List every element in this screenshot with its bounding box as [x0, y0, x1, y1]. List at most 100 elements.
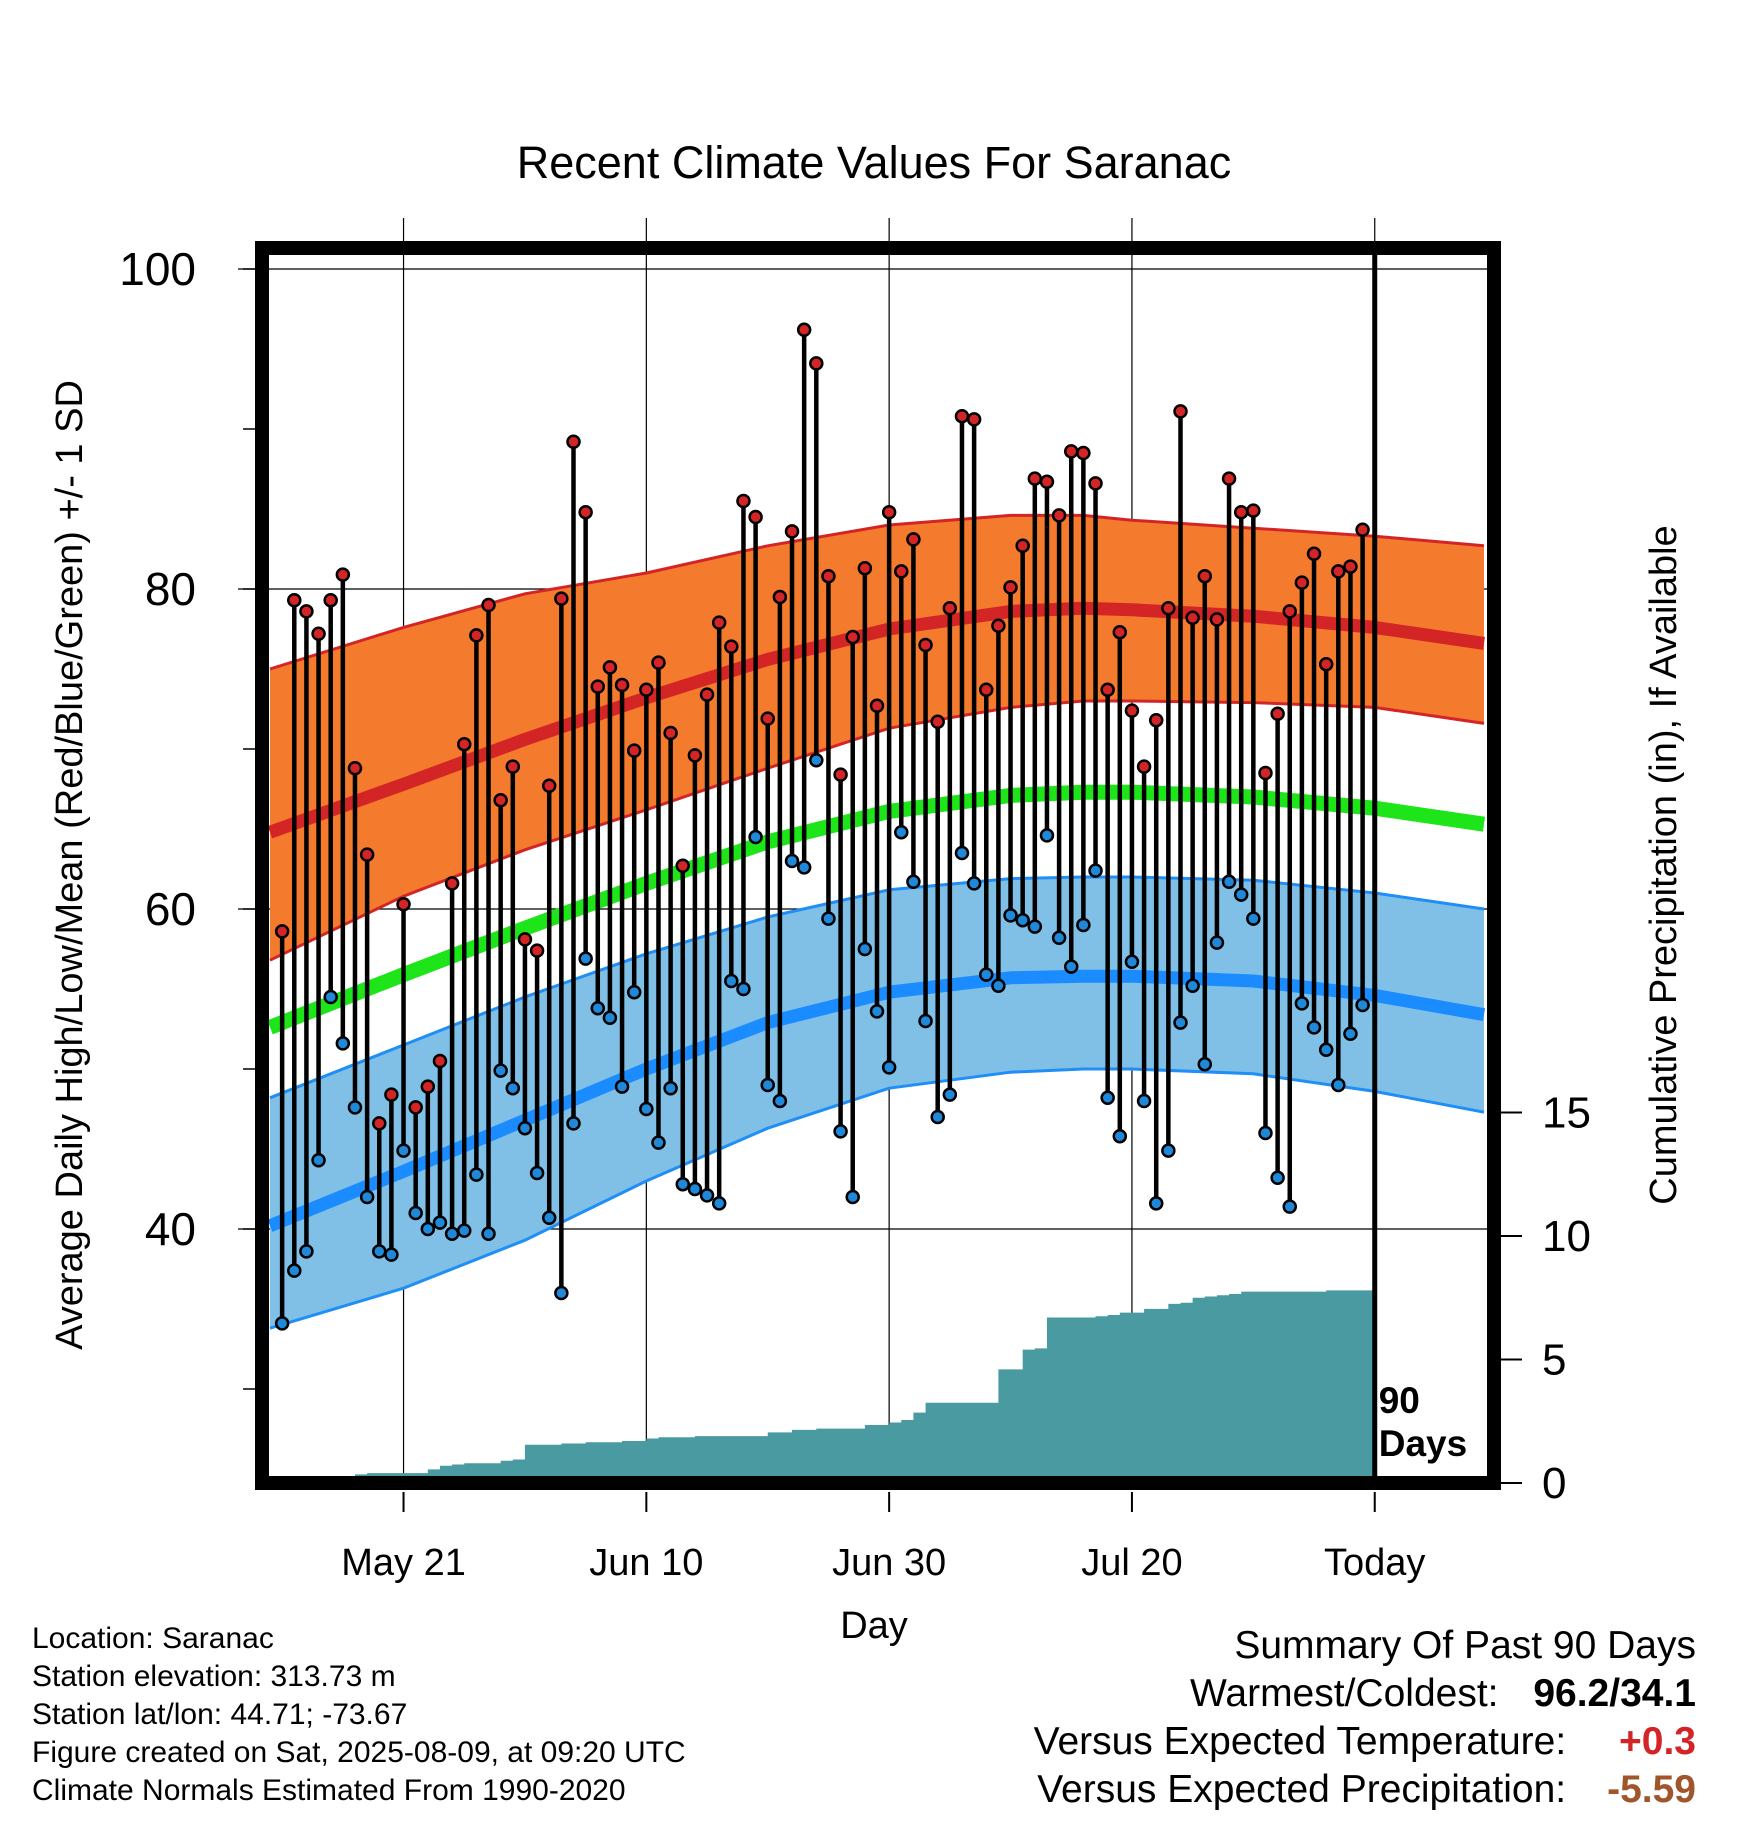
daily-high-point — [966, 412, 982, 427]
daily-high-point — [566, 434, 581, 450]
daily-low-point — [481, 1226, 496, 1242]
daily-high-point — [869, 698, 885, 714]
daily-high-point — [1173, 404, 1188, 419]
daily-low-point — [566, 1116, 581, 1131]
today-marker-label-days: Days — [1379, 1423, 1467, 1464]
daily-high-point — [954, 408, 970, 424]
daily-high-point — [541, 778, 557, 794]
created-text: Figure created on Sat, 2025-08-09, at 09… — [32, 1736, 686, 1769]
daily-high-point — [675, 858, 691, 874]
daily-low-point — [614, 1079, 630, 1094]
daily-low-point — [444, 1226, 460, 1242]
y-axis-tick-label: 100 — [119, 243, 196, 295]
temperature-anomaly-value: +0.3 — [1619, 1720, 1696, 1763]
daily-high-point — [347, 760, 363, 776]
daily-high-point — [1294, 575, 1310, 590]
daily-low-point — [821, 911, 836, 926]
daily-low-point — [1306, 1020, 1322, 1035]
warmest-coldest-row: Warmest/Coldest: 96.2/34.1 — [1034, 1670, 1696, 1718]
chart-title: Recent Climate Values For Saranac — [517, 137, 1232, 188]
daily-low-point — [1294, 996, 1310, 1011]
daily-high-point — [1015, 538, 1030, 554]
daily-low-point — [626, 984, 642, 1000]
daily-low-point — [578, 951, 593, 966]
daily-low-point — [323, 989, 338, 1005]
daily-low-point — [1112, 1128, 1128, 1144]
daily-low-point — [1027, 919, 1043, 934]
daily-high-point — [1258, 765, 1273, 781]
plot-frame — [255, 241, 1501, 1490]
daily-low-point — [335, 1036, 351, 1051]
daily-low-point — [857, 941, 873, 957]
daily-low-point — [711, 1196, 727, 1211]
daily-low-point — [1173, 1015, 1188, 1030]
y-axis-tick-label: 80 — [145, 563, 196, 615]
daily-low-point — [1331, 1077, 1346, 1093]
daily-high-point — [517, 932, 533, 947]
daily-low-point — [372, 1244, 387, 1259]
x-axis-tick-label: Today — [1324, 1542, 1425, 1584]
daily-high-point — [1063, 444, 1079, 459]
daily-high-point — [1246, 503, 1261, 518]
precipitation-anomaly-value: -5.59 — [1607, 1768, 1696, 1811]
daily-low-point — [347, 1100, 363, 1115]
daily-high-point — [1027, 471, 1043, 486]
latlon-text: Station lat/lon: 44.71; -73.67 — [32, 1698, 408, 1731]
daily-low-point — [456, 1223, 472, 1238]
daily-high-point — [1282, 604, 1298, 619]
daily-low-point — [1039, 828, 1055, 843]
daily-high-point — [323, 592, 338, 608]
daily-high-point — [845, 629, 860, 645]
daily-high-point — [736, 493, 751, 509]
daily-low-point — [954, 845, 970, 861]
daily-high-point — [554, 591, 569, 606]
daily-high-point — [1185, 610, 1200, 626]
daily-high-point — [456, 736, 472, 752]
daily-low-point — [311, 1152, 326, 1168]
daily-high-point — [1051, 508, 1067, 523]
precipitation-anomaly-label: Versus Expected Precipitation: — [1037, 1768, 1567, 1811]
daily-high-point — [991, 618, 1006, 634]
daily-high-point — [1209, 612, 1225, 627]
daily-low-point — [408, 1205, 423, 1221]
daily-high-point — [809, 356, 824, 371]
daily-low-point — [748, 829, 763, 845]
daily-high-point — [699, 687, 715, 702]
daily-low-point — [1221, 874, 1237, 890]
x-axis-tick-label: May 21 — [341, 1542, 466, 1584]
daily-low-point — [287, 1263, 302, 1278]
daily-low-point — [469, 1167, 484, 1182]
daily-high-point — [881, 504, 897, 520]
daily-low-point — [651, 1135, 666, 1150]
x-axis-tick-label: Jul 20 — [1081, 1542, 1182, 1584]
daily-low-point — [1051, 930, 1067, 946]
daily-low-point — [590, 1000, 606, 1016]
daily-low-point — [1161, 1143, 1176, 1158]
daily-high-point — [1136, 759, 1152, 774]
daily-low-point — [1015, 912, 1030, 928]
daily-low-point — [359, 1189, 375, 1205]
daily-low-point — [505, 1080, 521, 1096]
daily-low-point — [1197, 1056, 1213, 1072]
axes: 40 60 80 100 0 5 10 15 May 21 Jun 10 Jun 30 Jul 20 T… — [119, 241, 1591, 1584]
daily-high-point — [1270, 706, 1285, 722]
daily-high-point — [1343, 559, 1358, 574]
daily-high-point — [274, 924, 290, 939]
daily-high-point — [942, 600, 958, 616]
daily-high-point — [724, 639, 739, 654]
daily-high-point — [602, 660, 618, 675]
daily-low-point — [663, 1080, 678, 1096]
daily-low-point — [1343, 1026, 1358, 1042]
daily-high-point — [1161, 600, 1176, 616]
y2-axis-tick-label: 0 — [1542, 1459, 1566, 1508]
daily-low-point — [493, 1063, 508, 1078]
daily-low-point — [396, 1143, 411, 1158]
daily-high-point — [578, 504, 593, 520]
y2-axis-tick-label: 15 — [1542, 1089, 1591, 1138]
daily-low-point — [554, 1285, 569, 1301]
daily-low-point — [1185, 978, 1200, 994]
daily-low-point — [930, 1109, 945, 1125]
daily-high-point — [626, 743, 642, 758]
daily-high-point — [432, 1053, 448, 1069]
